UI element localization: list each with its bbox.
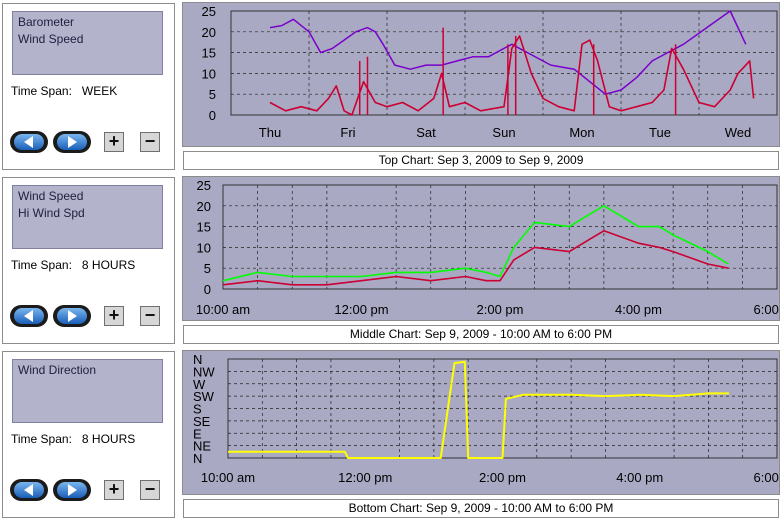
top-chart[interactable]: 0 5 10 15 20 25 Thu Fri Sat Sun Mon Tue Wed (182, 2, 780, 147)
left-arrow-icon (24, 310, 33, 322)
x-tick-label: 2:00 pm (479, 470, 526, 485)
time-span-value: 8 HOURS (81, 258, 136, 272)
y-tick-label: 5 (209, 87, 216, 102)
top-chart-svg: 0 5 10 15 20 25 Thu Fri Sat Sun Mon Tue Wed (202, 4, 778, 140)
y-tick-label: SW (193, 389, 215, 404)
y-tick-label: 20 (197, 199, 211, 214)
y-tick-label: 15 (197, 220, 211, 235)
y-tick-label: NW (193, 364, 215, 379)
navigation-controls: + − (10, 479, 170, 505)
series-line-wind-speed (269, 35, 755, 116)
middle-chart-caption: Middle Chart: Sep 9, 2009 - 10:00 AM to … (183, 325, 779, 344)
left-arrow-icon (24, 136, 33, 148)
series-item[interactable]: Wind Speed (18, 32, 84, 46)
series-item[interactable]: Wind Direction (18, 363, 97, 377)
series-line-wind-direction (228, 360, 729, 459)
x-tick-label: Thu (259, 125, 281, 140)
plot-area (230, 10, 778, 116)
zoom-in-button[interactable]: + (104, 480, 124, 500)
y-tick-label: N (193, 451, 202, 466)
previous-button[interactable] (10, 131, 48, 153)
y-tick-label: N (193, 352, 202, 367)
x-tick-label: Sun (492, 125, 515, 140)
top-chart-caption: Top Chart: Sep 3, 2009 to Sep 9, 2009 (183, 151, 779, 170)
x-tick-label: Wed (725, 125, 752, 140)
previous-button[interactable] (10, 305, 48, 327)
zoom-out-button[interactable]: − (140, 132, 160, 152)
y-tick-label: 0 (209, 108, 216, 123)
time-span: Time Span: WEEK (11, 84, 117, 98)
x-tick-label: Sat (416, 125, 436, 140)
series-line-hi-wind-spd (222, 204, 729, 282)
time-span-label: Time Span: (11, 84, 72, 98)
x-tick-label: 6:00 pm (754, 470, 781, 485)
series-item[interactable]: Barometer (18, 15, 75, 29)
next-button[interactable] (53, 131, 91, 153)
zoom-out-button[interactable]: − (140, 480, 160, 500)
time-span-value: WEEK (81, 84, 118, 98)
y-tick-label: 10 (202, 66, 216, 81)
y-tick-label: 10 (197, 240, 211, 255)
x-tick-label: 10:00 am (201, 470, 255, 485)
control-panel-bottom: Wind Direction Time Span: 8 HOURS + − (2, 351, 175, 518)
series-item[interactable]: Wind Speed (18, 189, 84, 203)
x-tick-label: 2:00 pm (477, 302, 524, 317)
y-tick-label: E (193, 426, 202, 441)
control-panel-top: Barometer Wind Speed Time Span: WEEK + − (2, 3, 175, 170)
x-tick-label: Mon (569, 125, 594, 140)
plot-area (222, 184, 778, 290)
zoom-in-button[interactable]: + (104, 306, 124, 326)
middle-chart[interactable]: 0 5 10 15 20 25 10:00 am 12:00 pm 2:00 pm 4:00 pm… (182, 176, 781, 321)
x-tick-label: 10:00 am (196, 302, 250, 317)
y-tick-label: 0 (204, 282, 211, 297)
navigation-controls: + − (10, 131, 170, 157)
series-list[interactable]: Wind Speed Hi Wind Spd (12, 185, 163, 249)
y-tick-label: NE (193, 439, 211, 454)
zoom-in-button[interactable]: + (104, 132, 124, 152)
time-span-label: Time Span: (11, 258, 72, 272)
navigation-controls: + − (10, 305, 170, 331)
left-arrow-icon (24, 484, 33, 496)
right-arrow-icon (68, 310, 77, 322)
y-tick-label: 15 (202, 46, 216, 61)
previous-button[interactable] (10, 479, 48, 501)
x-tick-label: 12:00 pm (338, 470, 392, 485)
y-tick-label: 25 (202, 4, 216, 19)
x-tick-label: Fri (340, 125, 355, 140)
right-arrow-icon (68, 484, 77, 496)
y-tick-label: SE (193, 414, 211, 429)
time-span: Time Span: 8 HOURS (11, 258, 135, 272)
series-list[interactable]: Wind Direction (12, 359, 163, 423)
x-tick-label: 4:00 pm (615, 302, 662, 317)
time-span-label: Time Span: (11, 432, 72, 446)
right-arrow-icon (68, 136, 77, 148)
y-tick-label: 20 (202, 25, 216, 40)
y-tick-label: S (193, 402, 202, 417)
y-tick-label: W (193, 377, 206, 392)
y-tick-label: 25 (197, 178, 211, 193)
x-tick-label: 6:00 pm (754, 302, 781, 317)
series-item[interactable]: Hi Wind Spd (18, 206, 85, 220)
time-span: Time Span: 8 HOURS (11, 432, 135, 446)
bottom-chart[interactable]: N NE E SE S SW W NW N 10:00 am 12:00 pm 2:00 pm 4:00… (182, 350, 781, 495)
zoom-out-button[interactable]: − (140, 306, 160, 326)
x-tick-label: 4:00 pm (616, 470, 663, 485)
x-tick-label: Tue (649, 125, 671, 140)
bottom-chart-caption: Bottom Chart: Sep 9, 2009 - 10:00 AM to … (183, 499, 779, 518)
middle-chart-svg: 0 5 10 15 20 25 10:00 am 12:00 pm 2:00 pm 4:00 pm… (196, 178, 781, 317)
series-line-wind-speed (222, 229, 729, 286)
next-button[interactable] (53, 305, 91, 327)
series-line-barometer (269, 10, 747, 95)
time-span-value: 8 HOURS (81, 432, 136, 446)
next-button[interactable] (53, 479, 91, 501)
y-tick-label: 5 (204, 261, 211, 276)
series-list[interactable]: Barometer Wind Speed (12, 11, 163, 75)
x-tick-label: 12:00 pm (334, 302, 388, 317)
control-panel-middle: Wind Speed Hi Wind Spd Time Span: 8 HOURS… (2, 177, 175, 344)
